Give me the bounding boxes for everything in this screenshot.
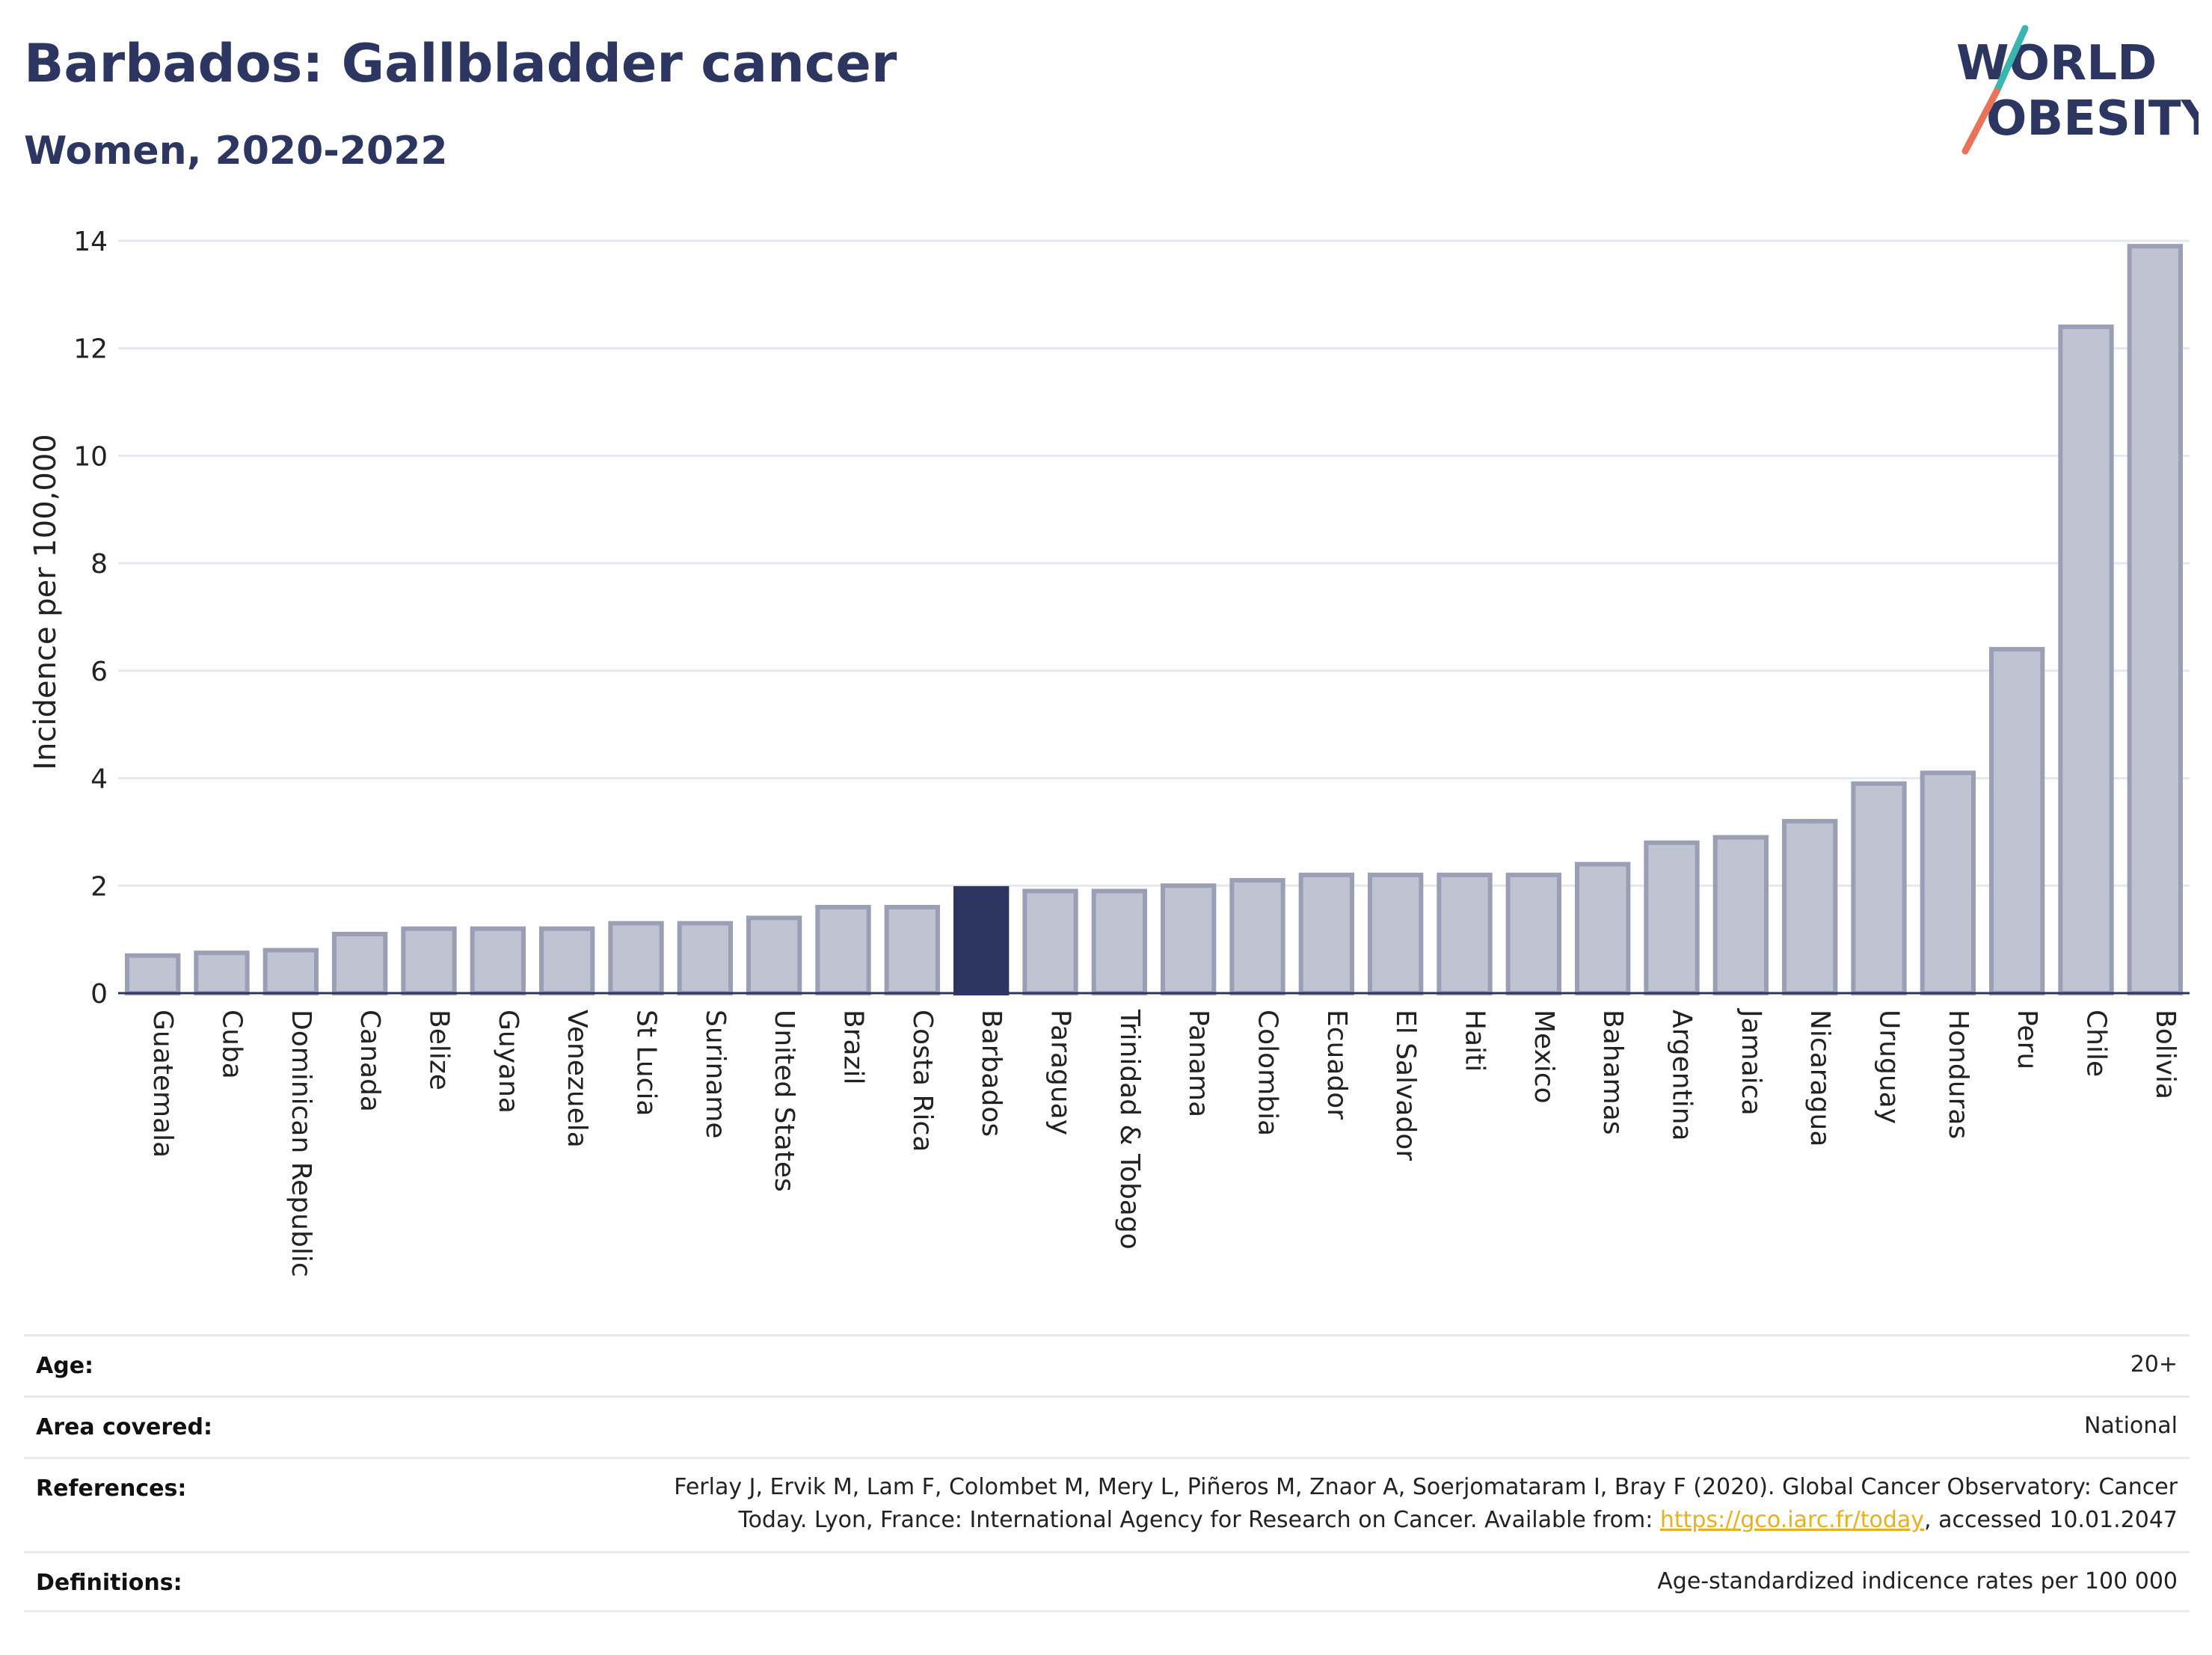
x-tick-label: Jamaica	[1736, 1008, 1766, 1116]
y-tick-label: 0	[90, 979, 108, 1010]
x-tick-label: United States	[769, 1010, 799, 1192]
x-tick-label: Brazil	[838, 1010, 869, 1084]
bar-barbados	[953, 885, 1010, 995]
bar-chile	[2058, 324, 2114, 995]
x-tick-label: Argentina	[1667, 1010, 1698, 1141]
gridlines	[118, 239, 2190, 887]
chart-title: Barbados: Gallbladder cancer	[24, 33, 897, 94]
bar-mexico	[1505, 872, 1561, 996]
references-value: Ferlay J, Ervik M, Lam F, Colombet M, Me…	[674, 1471, 2178, 1537]
x-tick-label: Ecuador	[1321, 1010, 1352, 1120]
world-obesity-logo: WORLD OBESITY	[1956, 25, 2199, 155]
bar-costa-rica	[884, 905, 940, 995]
y-tick-label: 10	[73, 441, 108, 472]
x-tick-label: Belize	[424, 1010, 455, 1090]
x-tick-label: Venezuela	[562, 1010, 592, 1148]
x-tick-label: Canada	[354, 1010, 385, 1112]
meta-row-age: Age: 20+	[24, 1334, 2190, 1395]
age-value: 20+	[2130, 1351, 2178, 1378]
logo-slash-top	[1993, 25, 2029, 95]
bar-suriname	[677, 921, 733, 995]
bar-st-lucia	[608, 921, 664, 995]
bar-uruguay	[1851, 781, 1907, 996]
bar-trinidad-tobago	[1091, 888, 1147, 995]
x-tick-label: Nicaragua	[1804, 1010, 1835, 1146]
age-label: Age:	[36, 1353, 94, 1379]
definitions-value: Age-standardized indicence rates per 100…	[1657, 1568, 2178, 1594]
bars	[125, 244, 2183, 996]
bar-peru	[1989, 647, 2045, 995]
logo-line1: WORLD	[1956, 36, 2157, 91]
bar-dominican-republic	[262, 948, 319, 995]
logo-line2: OBESITY	[1986, 91, 2199, 147]
references-line2-text: Today. Lyon, France: International Agenc…	[738, 1507, 1660, 1533]
bar-honduras	[1920, 770, 1976, 996]
x-tick-label: Chile	[2081, 1010, 2112, 1077]
x-tick-label: Uruguay	[1874, 1010, 1905, 1124]
bar-paraguay	[1022, 888, 1078, 995]
x-tick-label: Guyana	[493, 1010, 523, 1114]
references-accessed: , accessed 10.01.2047	[1924, 1507, 2178, 1533]
bar-bahamas	[1575, 862, 1631, 995]
x-tick-label: Bolivia	[2150, 1010, 2181, 1099]
bar-el-salvador	[1368, 872, 1424, 996]
bar-belize	[401, 926, 457, 996]
definitions-label: Definitions:	[36, 1570, 182, 1596]
bar-chart: 0 2 4 6 8 10 12 14 Guatemala Cuba Dominican Republ…	[28, 227, 2190, 1277]
chart-subtitle: Women, 2020-2022	[24, 129, 448, 174]
area-value: National	[2083, 1413, 2178, 1439]
x-tick-label: Paraguay	[1045, 1010, 1076, 1135]
y-axis-label: Incidence per 100,000	[28, 434, 63, 770]
x-tick-label: St Lucia	[631, 1010, 662, 1117]
x-tick-label: Costa Rica	[907, 1010, 938, 1152]
x-tick-label: Colombia	[1253, 1010, 1283, 1136]
x-tick-label: Cuba	[217, 1010, 248, 1079]
x-tick-label: Haiti	[1460, 1010, 1490, 1072]
bar-jamaica	[1712, 835, 1769, 995]
y-tick-label: 4	[90, 764, 108, 795]
bar-united-states	[746, 915, 802, 996]
x-tick-label: Guatemala	[147, 1010, 178, 1158]
y-tick-label: 14	[73, 227, 108, 257]
references-line1: Ferlay J, Ervik M, Lam F, Colombet M, Me…	[674, 1474, 2178, 1500]
bar-cuba	[194, 951, 250, 996]
bar-haiti	[1437, 872, 1493, 996]
tick-labels: 0 2 4 6 8 10 12 14 Guatemala Cuba Dominican Republ…	[73, 227, 2181, 1277]
x-tick-label: Dominican Republic	[286, 1010, 316, 1277]
x-tick-label: Peru	[2012, 1010, 2042, 1069]
references-label: References:	[36, 1476, 187, 1502]
metadata-table: Age: 20+ Area covered: National Referenc…	[24, 1334, 2190, 1612]
logo-slash-bottom	[1961, 87, 2000, 155]
bar-ecuador	[1298, 872, 1354, 996]
x-tick-label: El Salvador	[1390, 1010, 1421, 1161]
x-tick-label: Bahamas	[1597, 1010, 1628, 1135]
bar-guatemala	[125, 953, 181, 995]
x-tick-label: Suriname	[700, 1010, 731, 1139]
bar-brazil	[815, 905, 871, 995]
x-tick-label: Barbados	[976, 1010, 1007, 1137]
x-tick-label: Panama	[1183, 1010, 1214, 1117]
bar-bolivia	[2127, 244, 2183, 995]
bar-guyana	[470, 926, 526, 996]
bar-colombia	[1229, 878, 1285, 995]
bar-venezuela	[539, 926, 595, 996]
y-tick-label: 8	[90, 549, 108, 580]
bar-panama	[1161, 883, 1217, 996]
meta-row-references: References: Ferlay J, Ervik M, Lam F, Co…	[24, 1457, 2190, 1551]
y-tick-label: 6	[90, 657, 108, 687]
area-label: Area covered:	[36, 1414, 212, 1440]
bar-argentina	[1644, 840, 1700, 996]
y-tick-label: 2	[90, 871, 108, 902]
bar-canada	[332, 931, 388, 996]
x-tick-label: Honduras	[1943, 1010, 1973, 1139]
y-tick-label: 12	[73, 334, 108, 365]
x-tick-label: Mexico	[1529, 1010, 1559, 1104]
bar-nicaragua	[1782, 819, 1838, 995]
meta-row-area: Area covered: National	[24, 1395, 2190, 1457]
references-link[interactable]: https://gco.iarc.fr/today	[1659, 1507, 1925, 1533]
meta-row-definitions: Definitions: Age-standardized indicence …	[24, 1551, 2190, 1612]
x-tick-label: Trinidad & Tobago	[1114, 1009, 1145, 1250]
references-line2: Today. Lyon, France: International Agenc…	[674, 1504, 2178, 1537]
